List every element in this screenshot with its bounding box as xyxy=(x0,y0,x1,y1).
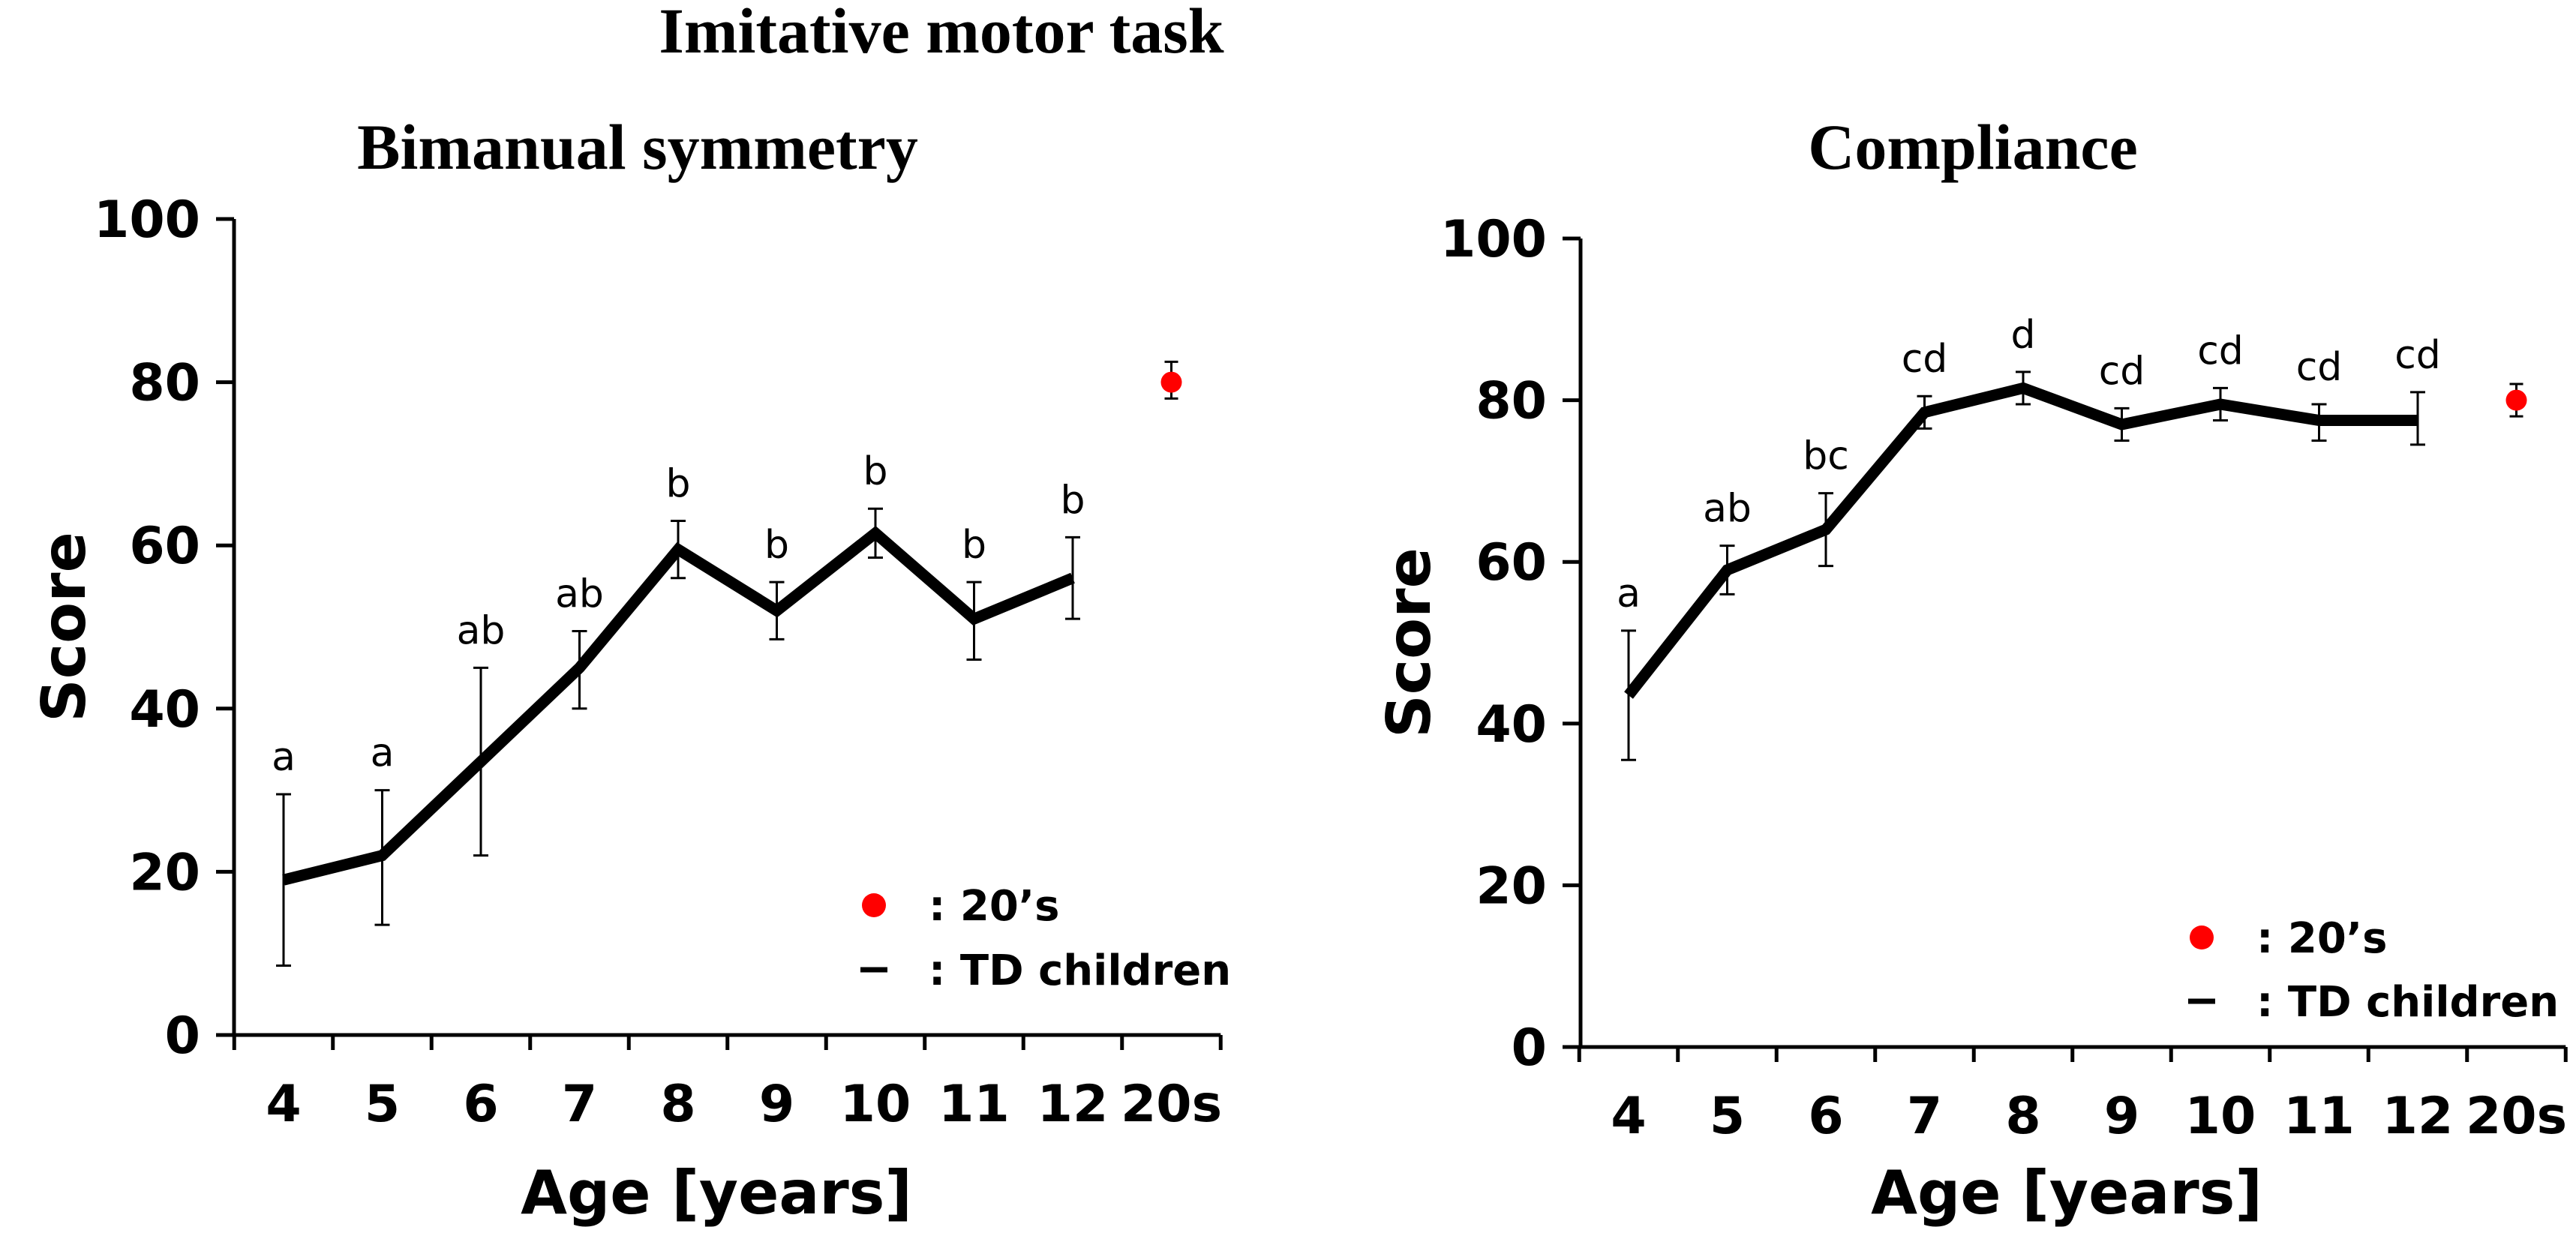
x-tick-label: 5 xyxy=(1710,1087,1745,1146)
data-point xyxy=(2220,403,2221,405)
significance-letter: cd xyxy=(2394,333,2441,378)
x-axis-label: Age [years] xyxy=(521,1158,912,1228)
data-point xyxy=(2417,419,2418,422)
y-axis-label: Score xyxy=(29,532,99,722)
x-axis-label: Age [years] xyxy=(1871,1158,2262,1228)
legend-20s-label: : 20’s xyxy=(929,882,1059,931)
y-tick-label: 20 xyxy=(1476,856,1547,916)
legend-20s-label: : 20’s xyxy=(2256,914,2387,963)
significance-letter: cd xyxy=(1902,337,1948,382)
y-tick-label: 0 xyxy=(165,1006,200,1066)
legend-td-label: : TD children xyxy=(2256,978,2559,1027)
data-point xyxy=(776,610,778,612)
chart-bimanual-symmetry: Bimanual symmetry 0 20 40 60 80 100 Score 4 5 6 7 8 9… xyxy=(29,111,1231,1228)
y-tick-label: 100 xyxy=(94,190,200,250)
x-tick-label: 6 xyxy=(1808,1087,1843,1146)
legend-20s-marker xyxy=(2190,926,2214,950)
y-tick-label: 20 xyxy=(129,843,200,902)
data-point xyxy=(283,879,284,881)
significance-letter: a xyxy=(1617,572,1641,616)
y-tick-label: 0 xyxy=(1512,1018,1547,1078)
significance-letter: b xyxy=(764,523,789,568)
legend-20s-marker xyxy=(862,893,886,917)
x-tick-label: 7 xyxy=(1907,1087,1942,1146)
data-point xyxy=(2318,419,2320,422)
significance-letter: ab xyxy=(457,608,506,653)
x-tick-label: 10 xyxy=(2185,1087,2256,1146)
data-point xyxy=(2022,387,2024,389)
x-tick-label: 6 xyxy=(463,1075,498,1134)
significance-letter: ab xyxy=(555,572,604,616)
significance-letter: cd xyxy=(2296,345,2343,390)
y-tick-label: 60 xyxy=(129,517,200,576)
significance-letter: b xyxy=(1060,478,1085,523)
data-point xyxy=(677,548,679,550)
data-point xyxy=(1072,577,1073,579)
x-tick-label: 7 xyxy=(562,1075,597,1134)
significance-letter: a xyxy=(272,735,296,780)
data-point xyxy=(381,854,383,856)
x-tick-label: 5 xyxy=(365,1075,400,1134)
significance-letter: d xyxy=(2010,313,2035,358)
data-point xyxy=(1825,529,1827,531)
significance-letter: cd xyxy=(2099,349,2145,394)
adult-20s-point xyxy=(1160,371,1182,393)
td-children-line xyxy=(1624,382,2418,699)
x-tick-label: 12 xyxy=(1037,1075,1109,1134)
data-point xyxy=(1923,411,1926,413)
figure-title: Imitative motor task xyxy=(659,0,1223,67)
x-tick-label: 10 xyxy=(840,1075,911,1134)
x-tick-label: 4 xyxy=(1611,1087,1646,1146)
x-tick-label: 12 xyxy=(2382,1087,2454,1146)
y-tick-label: 80 xyxy=(1476,372,1547,431)
x-tick-label: 20s xyxy=(1121,1075,1222,1134)
chart-title: Bimanual symmetry xyxy=(357,111,918,183)
data-point xyxy=(875,532,876,534)
data-point xyxy=(480,760,482,763)
x-tick-label: 4 xyxy=(266,1075,301,1134)
data-point xyxy=(578,667,581,669)
y-axis-label: Score xyxy=(1374,548,1444,738)
y-tick-label: 100 xyxy=(1440,210,1547,269)
significance-letter: b xyxy=(962,523,986,568)
x-tick-label: 11 xyxy=(938,1075,1010,1134)
x-tick-label: 20s xyxy=(2466,1087,2567,1146)
significance-letter: b xyxy=(863,449,887,494)
data-point xyxy=(2121,423,2123,425)
data-point xyxy=(1628,694,1629,697)
chart-compliance: Compliance 0 20 40 60 80 100 Score 4 5 6 7 8 9 10 11 12 2… xyxy=(1374,111,2568,1228)
significance-letter: b xyxy=(665,462,690,507)
x-tick-label: 9 xyxy=(2104,1087,2139,1146)
significance-letter: bc xyxy=(1803,434,1849,479)
y-tick-label: 40 xyxy=(129,680,200,740)
significance-letter: cd xyxy=(2197,328,2244,374)
x-tick-label: 9 xyxy=(759,1075,794,1134)
adult-20s-point xyxy=(2505,389,2527,411)
x-tick-label: 8 xyxy=(660,1075,695,1134)
data-point xyxy=(973,618,975,620)
y-tick-label: 80 xyxy=(129,354,200,413)
chart-title: Compliance xyxy=(1808,111,2138,183)
significance-letter: a xyxy=(371,731,395,776)
x-tick-label: 8 xyxy=(2005,1087,2040,1146)
y-tick-label: 40 xyxy=(1476,695,1547,754)
x-tick-label: 11 xyxy=(2283,1087,2355,1146)
legend-td-label: : TD children xyxy=(929,946,1231,995)
significance-letter: ab xyxy=(1703,487,1752,532)
data-point xyxy=(1726,568,1728,571)
td-children-line xyxy=(282,526,1075,886)
y-tick-label: 60 xyxy=(1476,533,1547,592)
